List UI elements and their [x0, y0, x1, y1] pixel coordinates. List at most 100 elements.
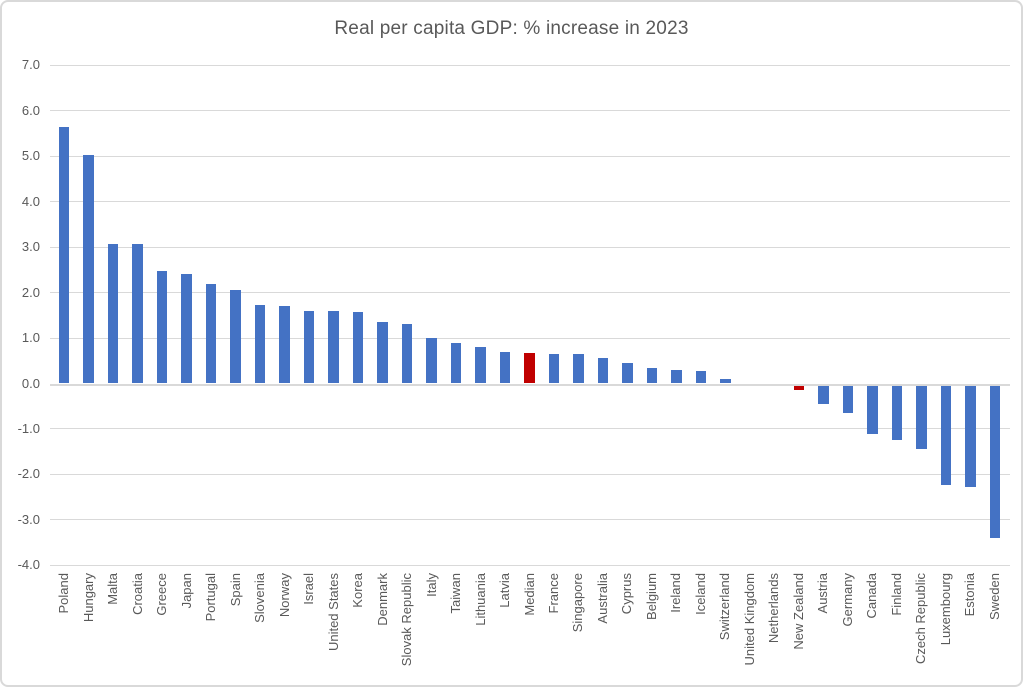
- category-label: Denmark: [374, 573, 390, 626]
- category-label: Italy: [423, 573, 439, 597]
- bar-latvia: [499, 351, 511, 384]
- category-label: Luxembourg: [937, 573, 953, 646]
- ytick-label: 3.0: [21, 239, 40, 255]
- category-label: Finland: [888, 573, 904, 616]
- bar-iceland: [695, 371, 707, 384]
- category-label: Norway: [276, 573, 292, 618]
- bar-korea: [352, 311, 364, 384]
- category-label: Taiwan: [448, 573, 464, 614]
- category-label: Australia: [594, 573, 610, 624]
- bar-malta: [107, 243, 119, 384]
- category-label: Greece: [154, 573, 170, 616]
- ytick-label: 7.0: [21, 57, 40, 73]
- category-label: Lithuania: [472, 573, 488, 626]
- ytick-label: 5.0: [21, 148, 40, 164]
- gridline: [50, 201, 1010, 203]
- ytick-label: -1.0: [17, 420, 40, 436]
- bar-france: [548, 353, 560, 384]
- bar-canada: [867, 385, 878, 434]
- gridline: [50, 64, 1010, 66]
- category-label: Estonia: [962, 573, 978, 617]
- category-label: Belgium: [643, 573, 659, 620]
- ytick-label: 2.0: [21, 284, 40, 300]
- gridline: [50, 110, 1010, 112]
- category-label: Japan: [178, 573, 194, 609]
- bar-median: [524, 352, 535, 384]
- bar-new-zealand: [793, 385, 805, 391]
- bar-luxembourg: [940, 385, 952, 486]
- ytick-label: 6.0: [21, 102, 40, 118]
- category-label: Cyprus: [619, 573, 635, 615]
- bar-denmark: [377, 322, 388, 384]
- gridline: [50, 519, 1010, 521]
- category-label: Latvia: [497, 573, 512, 608]
- category-label: Korea: [350, 573, 366, 608]
- bar-portugal: [205, 284, 217, 384]
- zero-axis-line: [50, 383, 1010, 386]
- category-label: Slovak Republic: [399, 573, 415, 667]
- category-label: Austria: [815, 573, 831, 614]
- category-label: Iceland: [692, 573, 708, 615]
- bar-belgium: [646, 368, 658, 384]
- category-label: Ireland: [668, 573, 684, 613]
- category-label: Sweden: [986, 573, 1002, 620]
- category-label: Czech Republic: [913, 573, 929, 665]
- category-label: Spain: [227, 573, 243, 607]
- bar-norway: [279, 306, 290, 384]
- bar-germany: [842, 385, 854, 413]
- bar-australia: [597, 357, 609, 384]
- bar-czech-republic: [916, 385, 927, 449]
- category-label: Germany: [839, 573, 855, 627]
- gridline: [50, 473, 1010, 475]
- bar-united-states: [328, 311, 339, 384]
- category-label: Hungary: [80, 573, 96, 623]
- bar-hungary: [83, 155, 94, 384]
- gridline: [50, 246, 1010, 248]
- gridline: [50, 428, 1010, 430]
- category-label: Malta: [105, 573, 121, 605]
- ytick-label: 4.0: [21, 193, 40, 209]
- category-label: Canada: [864, 573, 880, 619]
- bar-italy: [426, 338, 437, 384]
- bar-spain: [230, 290, 241, 384]
- category-label: France: [545, 573, 561, 614]
- bar-switzerland: [720, 378, 731, 384]
- category-label: Israel: [301, 573, 317, 605]
- bar-croatia: [132, 244, 143, 384]
- category-label: Poland: [56, 573, 72, 614]
- bar-japan: [181, 274, 192, 384]
- bar-estonia: [965, 385, 976, 487]
- bar-lithuania: [475, 346, 486, 384]
- category-label: Portugal: [203, 573, 219, 622]
- bar-poland: [58, 126, 70, 384]
- category-label: United States: [325, 573, 341, 652]
- bar-slovenia: [254, 305, 266, 384]
- bar-finland: [891, 385, 903, 441]
- gridline: [50, 292, 1010, 294]
- ytick-label: -3.0: [17, 511, 40, 527]
- bar-greece: [156, 271, 168, 384]
- gridline: [50, 337, 1010, 339]
- bar-ireland: [671, 369, 682, 384]
- category-label: Slovenia: [252, 573, 268, 623]
- bar-cyprus: [622, 362, 633, 384]
- category-label: Croatia: [129, 573, 145, 615]
- gridline: [50, 564, 1010, 566]
- category-label: Switzerland: [717, 573, 733, 641]
- chart-title: Real per capita GDP: % increase in 2023: [334, 18, 689, 39]
- ytick-label: 1.0: [21, 330, 40, 346]
- category-label: Median: [521, 573, 537, 616]
- category-label: New Zealand: [790, 573, 806, 650]
- ytick-label: -4.0: [17, 557, 40, 573]
- bar-sweden: [989, 385, 1000, 538]
- ytick-label: -2.0: [17, 466, 40, 482]
- bar-israel: [303, 310, 315, 384]
- category-label: Singapore: [570, 573, 586, 633]
- gridline: [50, 155, 1010, 157]
- bar-austria: [818, 385, 829, 404]
- bar-singapore: [573, 354, 584, 384]
- category-label: United Kingdom: [741, 573, 757, 666]
- category-label: Netherlands: [766, 573, 782, 644]
- bar-taiwan: [450, 342, 462, 384]
